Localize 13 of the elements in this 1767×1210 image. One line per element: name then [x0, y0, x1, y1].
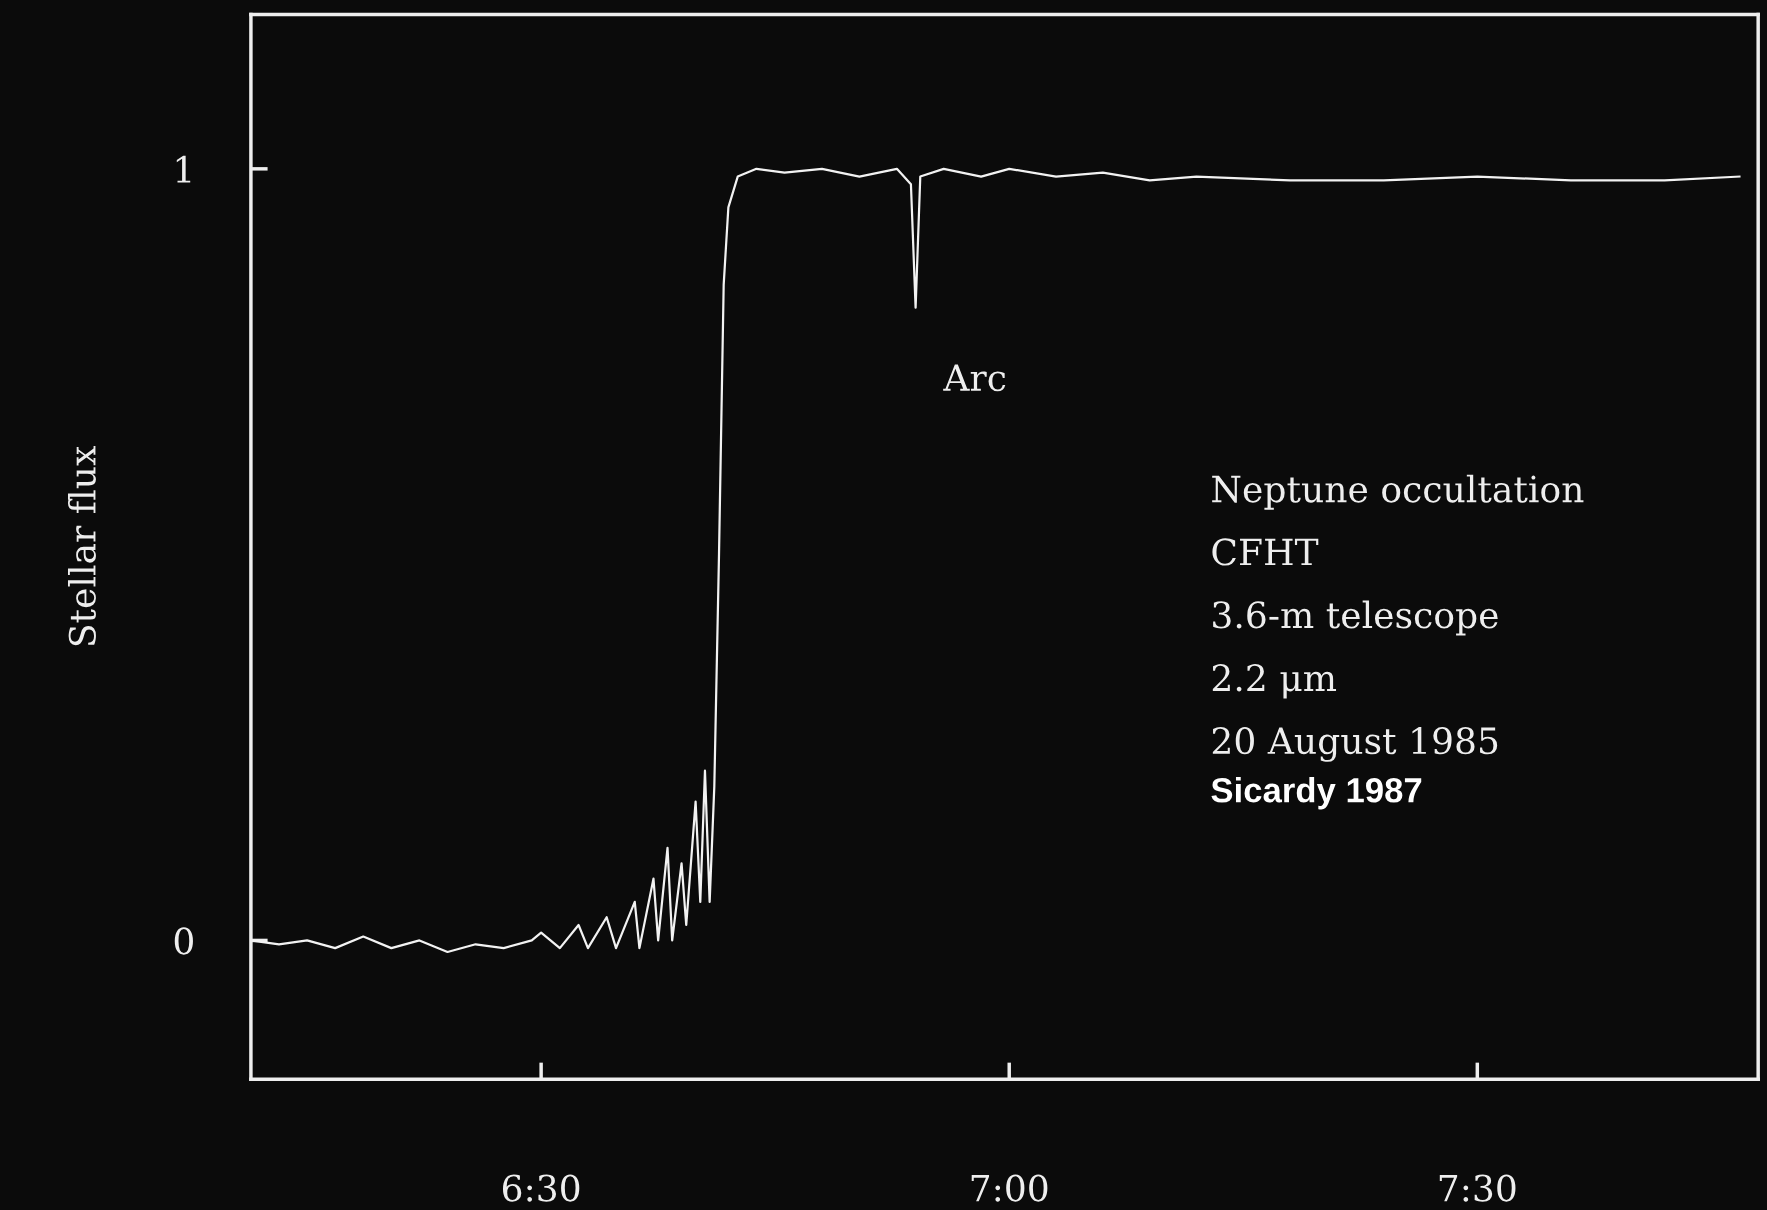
y-axis-title: Stellar flux	[67, 446, 96, 646]
annotation: 2.2 μm	[1212, 664, 1337, 699]
x-tick-label: 6:30	[503, 1174, 580, 1202]
annotation: CFHT	[1212, 538, 1319, 566]
annotation: 3.6-m telescope	[1213, 600, 1498, 636]
x-tick-label: 7:30	[1439, 1174, 1516, 1202]
y-tick-label: 1	[176, 155, 191, 183]
annotation: 20 August 1985	[1212, 727, 1498, 762]
x-tick-label: 7:00	[971, 1174, 1048, 1202]
annotation: Arc	[943, 364, 1006, 392]
y-tick-label: 0	[174, 927, 193, 955]
annotation: Neptune occultation	[1212, 474, 1584, 510]
annotation: Sicardy 1987	[1211, 777, 1422, 810]
